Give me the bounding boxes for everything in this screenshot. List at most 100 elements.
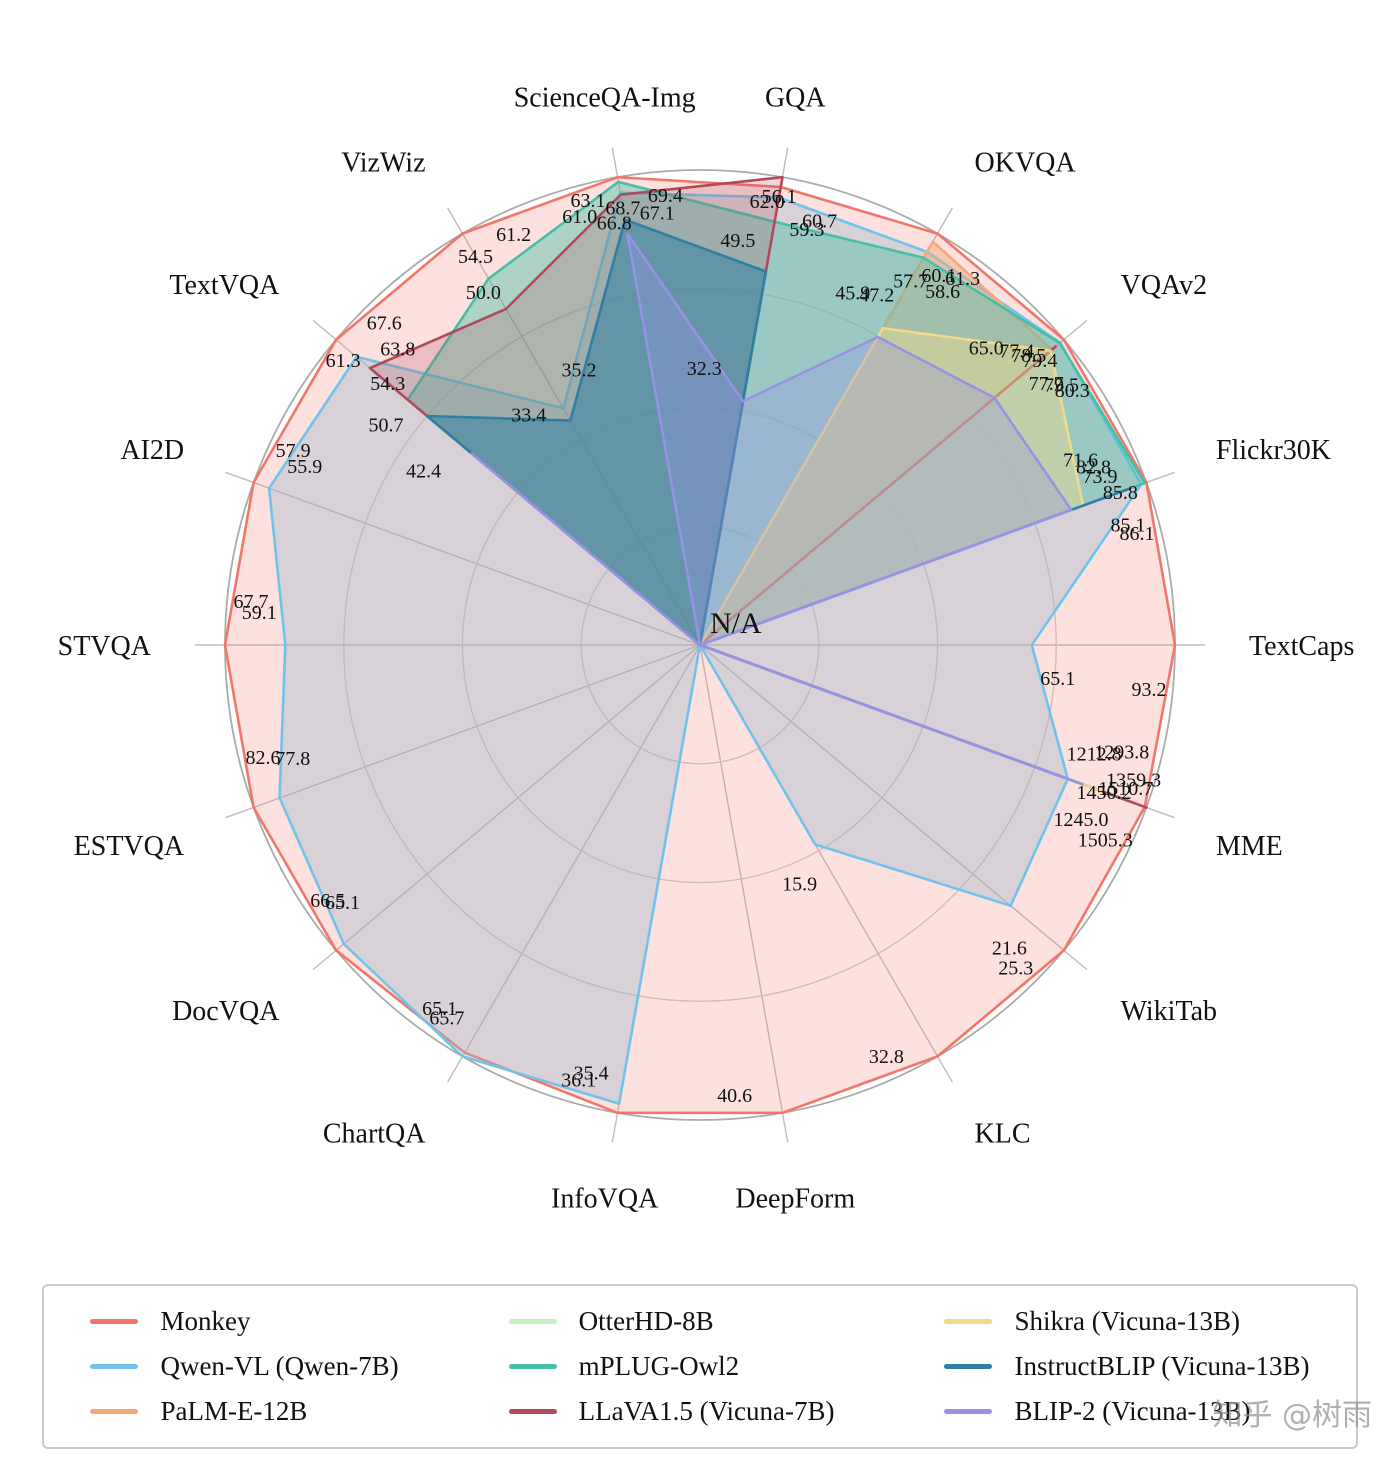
axis-label-ai2d: AI2D xyxy=(120,435,184,466)
axis-label-mme: MME xyxy=(1216,831,1283,862)
value-label-monkey-textvqa: 67.6 xyxy=(367,313,402,335)
axis-label-vizwiz: VizWiz xyxy=(341,148,425,179)
value-label-mplug-owl2-vizwiz: 54.5 xyxy=(458,246,493,268)
legend-swatch-instructblip-vicuna-13b xyxy=(944,1364,993,1369)
axis-label-gqa: GQA xyxy=(765,82,826,113)
value-label-palm-e-12b-okvqa: 60.1 xyxy=(921,265,956,287)
axis-spoke xyxy=(312,644,701,971)
legend-swatch-llava1-5-vicuna-7b xyxy=(508,1409,557,1414)
value-label-monkey-mme: 1505.3 xyxy=(1078,829,1133,851)
legend-item-palm-e-12b: PaLM-E-12B xyxy=(90,1396,398,1427)
value-label-shikra-vicuna-13b-flickr30k: 73.9 xyxy=(1083,466,1118,488)
legend-swatch-blip-2-vicuna-13b xyxy=(944,1409,993,1414)
legend-label-qwen-vl-qwen-7b: Qwen-VL (Qwen-7B) xyxy=(160,1351,399,1381)
axis-spoke xyxy=(446,644,701,1083)
value-label-qwen-vl-qwen-7b-estvqa: 77.8 xyxy=(275,748,310,770)
value-label-shikra-vicuna-13b-okvqa: 47.2 xyxy=(859,285,894,307)
axis-label-okvqa: OKVQA xyxy=(975,148,1077,179)
value-label-llava1-5-vicuna-7b-mme: 1510.7 xyxy=(1098,778,1153,800)
value-label-qwen-vl-qwen-7b-wikitab: 21.6 xyxy=(992,938,1027,960)
legend-item-blip-2-vicuna-13b: BLIP-2 (Vicuna-13B) xyxy=(944,1396,1309,1427)
value-label-qwen-vl-qwen-7b-docvqa: 65.1 xyxy=(325,892,360,914)
axis-label-klc: KLC xyxy=(975,1118,1031,1149)
legend-label-palm-e-12b: PaLM-E-12B xyxy=(160,1396,308,1426)
axis-spoke xyxy=(699,644,789,1143)
value-label-instructblip-vicuna-13b-vizwiz: 33.4 xyxy=(511,405,546,427)
value-label-qwen-vl-qwen-7b-chartqa: 65.7 xyxy=(429,1007,464,1029)
value-label-qwen-vl-qwen-7b-mme: 1245.0 xyxy=(1054,809,1109,831)
axis-spoke xyxy=(225,471,701,646)
center-na-annotation: N/A xyxy=(710,607,762,640)
value-label-qwen-vl-qwen-7b-klc: 15.9 xyxy=(782,873,817,895)
value-label-qwen-vl-qwen-7b-ai2d: 55.9 xyxy=(287,456,322,478)
value-label-monkey-estvqa: 82.6 xyxy=(246,747,281,769)
value-label-qwen-vl-qwen-7b-textvqa: 63.8 xyxy=(380,338,415,360)
value-label-monkey-wikitab: 25.3 xyxy=(998,957,1033,979)
legend-label-instructblip-vicuna-13b: InstructBLIP (Vicuna-13B) xyxy=(1014,1351,1310,1381)
legend-label-blip-2-vicuna-13b: BLIP-2 (Vicuna-13B) xyxy=(1014,1396,1251,1426)
value-label-monkey-klc: 32.8 xyxy=(869,1046,904,1068)
value-label-monkey-ai2d: 57.9 xyxy=(276,440,311,462)
legend-item-shikra-vicuna-13b: Shikra (Vicuna-13B) xyxy=(944,1306,1309,1337)
value-label-qwen-vl-qwen-7b-vqav2: 79.5 xyxy=(1044,375,1079,397)
value-label-llava1-5-vicuna-7b-textvqa: 61.3 xyxy=(326,350,361,372)
value-label-monkey-chartqa: 65.1 xyxy=(422,998,457,1020)
value-label-instructblip-vicuna-13b-scienceqa-img: 63.1 xyxy=(571,190,606,212)
value-label-blip-2-vicuna-13b-scienceqa-img: 61.0 xyxy=(562,206,597,228)
legend-item-llava1-5-vicuna-7b: LLaVA1.5 (Vicuna-7B) xyxy=(508,1396,835,1427)
axis-label-estvqa: ESTVQA xyxy=(74,831,185,862)
value-label-qwen-vl-qwen-7b-vizwiz: 35.2 xyxy=(562,359,597,381)
value-label-palm-e-12b-vqav2: 77.7 xyxy=(1029,373,1064,395)
axis-label-textvqa: TextVQA xyxy=(169,270,280,301)
value-label-monkey-deepform: 40.6 xyxy=(717,1085,752,1107)
legend-swatch-monkey xyxy=(90,1319,139,1324)
legend-item-mplug-owl2: mPLUG-Owl2 xyxy=(508,1351,835,1382)
value-label-mplug-owl2-okvqa: 57.7 xyxy=(893,270,928,292)
series-polygon-blip-2-vicuna-13b xyxy=(470,232,1084,786)
legend-item-monkey: Monkey xyxy=(90,1306,398,1337)
value-label-monkey-flickr30k: 86.1 xyxy=(1120,523,1155,545)
value-label-blip-2-vicuna-13b-gqa: 32.3 xyxy=(687,358,722,380)
axis-label-wikitab: WikiTab xyxy=(1121,996,1217,1027)
value-label-qwen-vl-qwen-7b-okvqa: 58.6 xyxy=(925,281,960,303)
value-label-monkey-gqa: 60.7 xyxy=(802,210,837,232)
legend-label-otterhd-8b: OtterHD-8B xyxy=(578,1306,714,1336)
value-label-llava1-5-vicuna-7b-gqa: 62.0 xyxy=(750,191,785,213)
value-label-mplug-owl2-scienceqa-img: 68.7 xyxy=(605,198,640,220)
value-label-mplug-owl2-vqav2: 79.4 xyxy=(1022,350,1057,372)
value-label-monkey-vizwiz: 61.2 xyxy=(496,224,531,246)
value-label-monkey-infovqa: 36.1 xyxy=(561,1070,596,1092)
axis-labels: ScienceQA-Img GQA OKVQA VQAv2 Flickr30K TextC… xyxy=(58,82,1355,1214)
value-label-qwen-vl-qwen-7b-stvqa: 59.1 xyxy=(242,602,277,624)
value-label-qwen-vl-qwen-7b-gqa: 59.3 xyxy=(789,219,824,241)
legend-label-llava1-5-vicuna-7b: LLaVA1.5 (Vicuna-7B) xyxy=(578,1396,835,1426)
value-label-qwen-vl-qwen-7b-infovqa: 35.4 xyxy=(574,1062,609,1084)
value-label-mplug-owl2-flickr30k: 85.8 xyxy=(1103,482,1138,504)
legend-swatch-shikra-vicuna-13b xyxy=(944,1319,993,1324)
axis-label-flickr30k: Flickr30K xyxy=(1216,435,1331,466)
value-label-blip-2-vicuna-13b-textvqa: 42.4 xyxy=(406,461,441,483)
value-label-qwen-vl-qwen-7b-textcaps: 65.1 xyxy=(1040,668,1075,690)
value-label-qwen-vl-qwen-7b-flickr30k: 85.1 xyxy=(1111,514,1146,536)
value-label-monkey-scienceqa-img: 69.4 xyxy=(648,185,683,207)
axis-label-scienceqa-img: ScienceQA-Img xyxy=(514,82,696,113)
value-label-instructblip-vicuna-13b-mme: 1212.8 xyxy=(1067,743,1122,765)
value-label-monkey-stvqa: 67.7 xyxy=(234,591,269,613)
legend-swatch-palm-e-12b xyxy=(90,1409,139,1414)
value-label-mplug-owl2-mme: 1450.2 xyxy=(1077,782,1132,804)
value-label-instructblip-vicuna-13b-flickr30k: 82.8 xyxy=(1076,457,1111,479)
axis-label-infovqa: InfoVQA xyxy=(551,1184,659,1215)
legend-swatch-qwen-vl-qwen-7b xyxy=(90,1364,139,1369)
value-label-blip-2-vicuna-13b-mme: 1293.8 xyxy=(1094,742,1149,764)
legend-swatch-otterhd-8b xyxy=(508,1319,557,1324)
value-label-monkey-okvqa: 61.3 xyxy=(945,268,980,290)
value-label-monkey-vqav2: 80.3 xyxy=(1055,380,1090,402)
value-label-blip-2-vicuna-13b-flickr30k: 71.6 xyxy=(1063,450,1098,472)
legend-swatch-mplug-owl2 xyxy=(508,1364,557,1369)
value-label-blip-2-vicuna-13b-okvqa: 45.9 xyxy=(835,283,870,305)
series-polygons xyxy=(223,175,1177,1115)
value-label-instructblip-vicuna-13b-gqa: 49.5 xyxy=(720,230,755,252)
value-label-qwen-vl-qwen-7b-scienceqa-img: 67.1 xyxy=(640,203,675,225)
axis-label-textcaps: TextCaps xyxy=(1249,631,1354,662)
